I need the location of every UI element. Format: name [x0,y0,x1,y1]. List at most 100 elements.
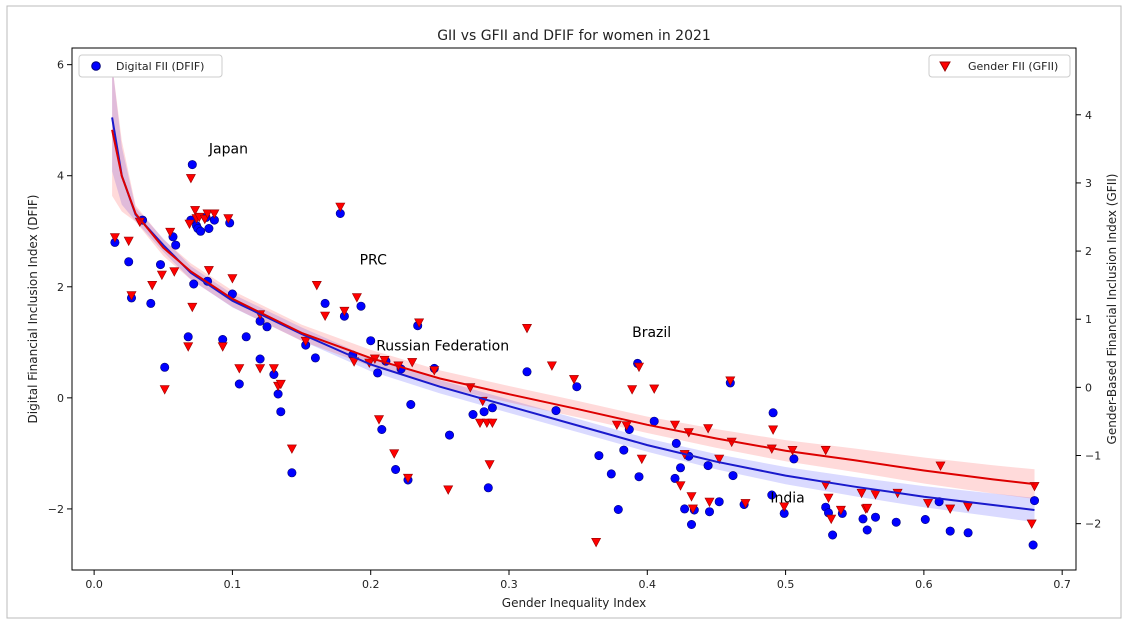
gfii-point [627,385,638,395]
y-left-tick-label: 6 [57,59,64,72]
dfif-point [183,332,193,342]
y-left-tick-label: −2 [48,503,64,516]
dfif-point [171,240,181,250]
dfif-point [714,497,724,507]
dfif-point [1030,496,1040,506]
gfii-point [185,174,196,184]
gfii-point [335,202,346,213]
gfii-point [414,318,425,328]
dfif-point [634,472,644,482]
legend-dfif-label: Digital FII (DFIF) [116,60,204,73]
legend-right-box [928,54,1071,78]
y-axis-label-right: Gender-Based Financial Inclusion Index (… [1105,174,1119,445]
gfii-point [300,336,311,347]
plot-layer: Japan PRC Russian Federation Brazil India [109,63,1040,550]
legend-left-box [78,54,223,78]
dfif-point [768,408,778,418]
gfii-point [740,499,751,509]
legend-gfii-marker [939,61,951,73]
gfii-point [636,454,647,465]
y-axis-label-left: Digital Financial Inclusion Index (DFIF) [26,195,40,424]
gfii-point [568,375,580,385]
y-right-tick-label: −1 [1085,450,1101,463]
dfif-point [891,517,901,527]
x-tick-label: 0.5 [777,578,795,591]
gfii-point [429,366,440,376]
dfif-point [124,257,134,267]
dfif-point [234,379,244,389]
dfif-point [963,528,973,538]
dfif-point [671,438,681,448]
dfif-point [241,332,251,342]
gfii-point [268,364,279,374]
dfif-point [483,483,493,493]
gfii-point [147,281,158,291]
gfii-point [183,342,194,352]
gfii-point [487,418,498,429]
gfii-point [675,481,686,491]
gfii-point [402,473,414,484]
annotation-label: Brazil [632,325,671,341]
gfii-point [591,538,602,548]
gfii-point [484,460,495,470]
y-right-tick-label: 4 [1085,109,1092,122]
dfif-point [276,407,286,417]
gfii-point [862,503,873,514]
x-tick-label: 0.1 [224,578,242,591]
axes-frame [71,47,1077,571]
dfif-point [160,362,170,372]
y-left-tick-label: 0 [57,392,64,405]
gfii-fit-line [111,129,1035,486]
annotation-label: PRC [360,253,387,269]
gfii-point [1026,519,1037,529]
dfif-point [789,454,799,464]
gfii-point [187,302,198,313]
dfif-confidence-band [112,63,1035,523]
gfii-point [351,293,362,303]
dfif-point [767,490,777,500]
gfii-confidence-band [112,63,1035,499]
dfif-point [187,160,197,170]
gfii-point [255,364,266,374]
gfii-point [234,364,245,374]
figure-border [6,5,1122,619]
y-left-tick-label: 4 [57,170,64,183]
gfii-point [768,425,779,435]
dfif-point [862,525,872,535]
gfii-point [184,219,195,230]
dfif-point [377,424,387,434]
gfii-point [935,461,946,471]
dfif-point [487,403,497,413]
gfii-point [339,306,350,317]
gfii-point [687,504,698,514]
x-tick-label: 0.3 [500,578,518,591]
dfif-point [606,469,616,479]
dfif-point [670,473,680,483]
gfii-point [945,504,956,514]
gfii-point [704,497,715,508]
gfii-point [779,502,790,512]
gfii-point [109,233,120,243]
gfii-point [835,505,846,516]
dfif-point [262,322,272,332]
gfii-point [311,281,322,291]
gfii-point [223,214,234,224]
dfif-point [310,353,320,363]
gfii-point [649,384,660,394]
dfif-point [680,504,690,514]
dfif-point [391,464,401,474]
gfii-point [826,514,837,525]
annotation-label: Japan [208,142,248,158]
y-left-tick-label: 2 [57,281,64,294]
dfif-point [255,354,265,364]
dfif-point [522,367,532,377]
x-tick-label: 0.4 [639,578,657,591]
gfii-point [389,449,400,459]
gfii-point [521,324,533,334]
dfif-point [704,507,714,517]
gfii-point [856,488,867,499]
dfif-point [156,260,166,270]
gfii-point [611,420,622,431]
dfif-point [356,301,366,311]
